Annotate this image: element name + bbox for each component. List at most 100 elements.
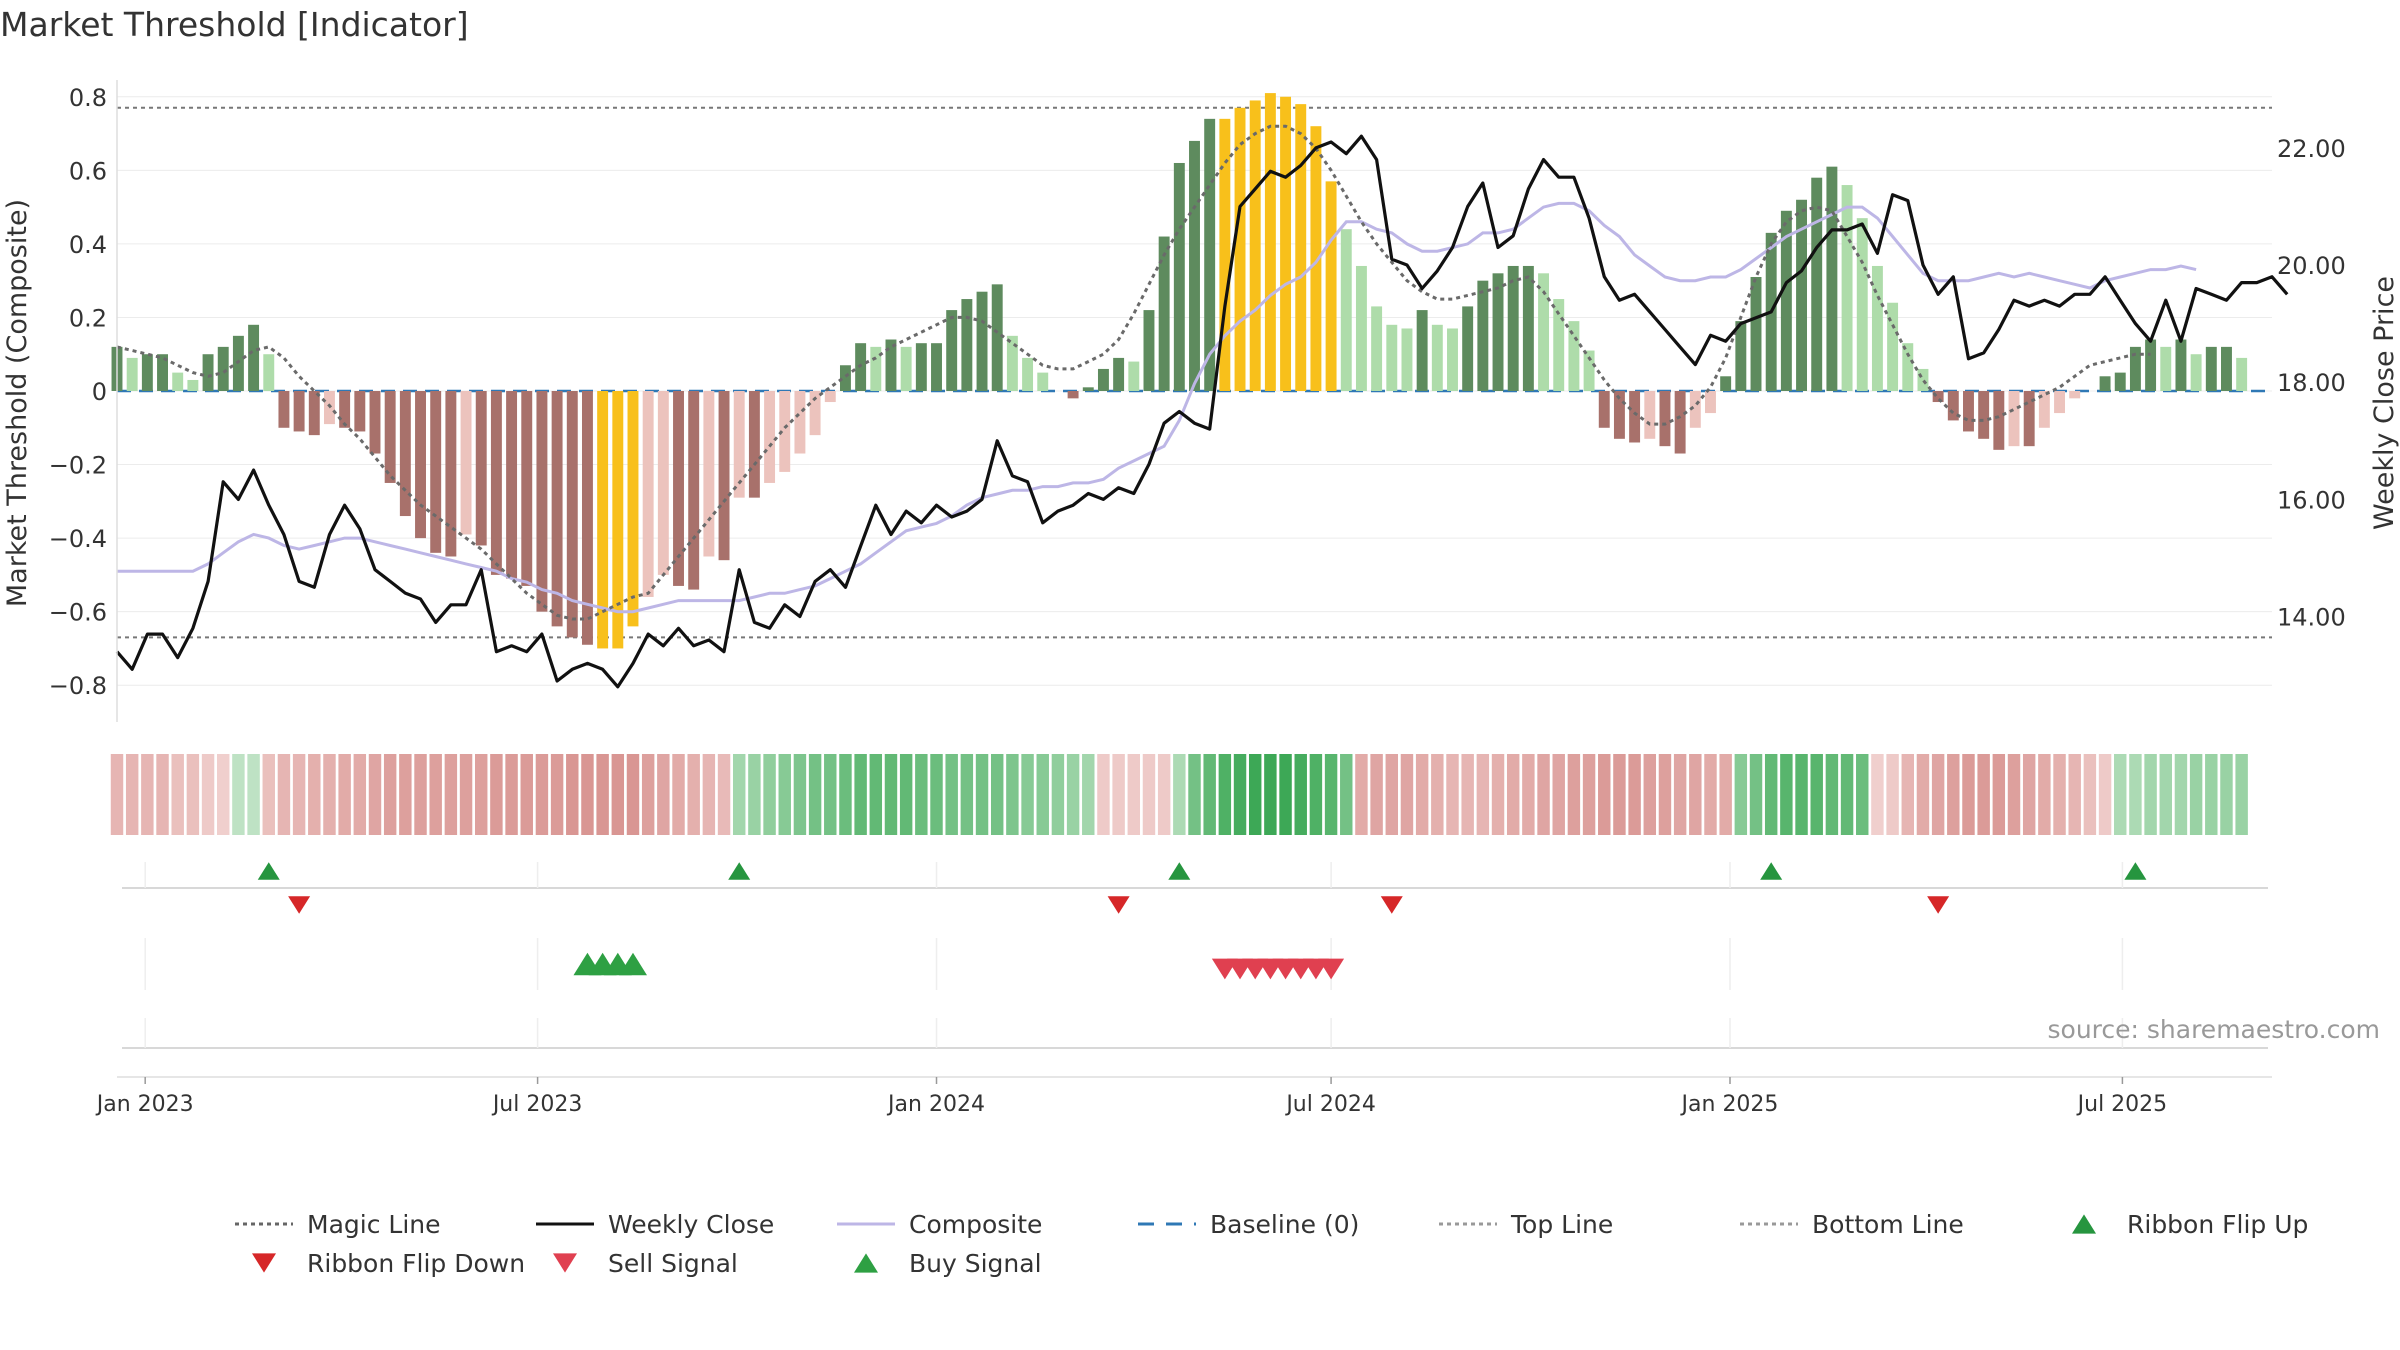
histogram-bar [1067,391,1079,399]
histogram-bar [1720,376,1732,391]
x-tick-label: Jan 2024 [886,1092,985,1117]
ribbon-cell [1962,754,1975,835]
histogram-bar [293,391,305,432]
ribbon-cell [2098,754,2112,835]
histogram-bar [612,391,624,649]
ribbon-cell [323,754,336,835]
ribbon-cell [550,754,564,835]
histogram-bar [1705,391,1716,414]
histogram-bar [703,391,715,557]
ribbon-cell [1764,754,1778,835]
histogram-bar [1674,391,1686,454]
ribbon-cell [2174,754,2188,835]
ribbon-cell [475,754,488,835]
histogram-bar [1811,177,1823,391]
ribbon-cell [414,754,427,835]
histogram-bar [946,310,958,391]
ribbon-cell [1537,754,1550,835]
ribbon-cell [1188,754,1201,835]
histogram-bar [172,372,184,391]
histogram-bar [2160,346,2172,391]
legend-label: Baseline (0) [1210,1210,1359,1239]
histogram-bar [1416,310,1428,391]
histogram-bar [157,354,168,391]
ribbon-cell [566,754,579,835]
ribbon-cell [1931,754,1945,835]
ribbon-cell [2083,754,2097,835]
histogram-bar [339,391,351,428]
ribbon-cell [1825,754,1839,835]
histogram-bar [369,391,381,454]
histogram-bar [597,391,609,649]
ribbon-cell [1522,754,1535,835]
ribbon-cell [1992,754,2006,835]
histogram-bar [1553,299,1565,391]
histogram-bar [202,354,214,391]
ribbon-cell [1552,754,1565,835]
histogram-bar [384,391,396,483]
weekly-close-line [115,134,2289,689]
ribbon-cell [217,754,230,835]
legend: Magic Line Weekly Close Composite Baseline … [235,1210,2308,1278]
histogram-bar [1538,273,1550,391]
histogram-bar [1963,391,1974,432]
ribbon-strip [110,754,2248,835]
histogram-bar [642,391,654,597]
histogram-bar [1340,229,1352,391]
ribbon-cell [702,754,716,835]
left-tick-label: 0.6 [69,157,107,185]
ribbon-cell [1279,754,1292,835]
composite-line [117,201,2197,614]
histogram-bar [399,391,411,517]
ribbon-cell [125,754,139,835]
ribbon-cell [490,754,503,835]
histogram-bar [1310,126,1322,391]
legend-swatch [553,1253,577,1273]
histogram-bar [354,391,366,432]
ribbon-cell [1977,754,1990,835]
legend-label: Composite [909,1210,1042,1239]
histogram-bar [1659,391,1671,447]
histogram-bar [1735,321,1747,391]
histogram-bar [1477,280,1489,391]
ribbon-cell [657,754,670,835]
histogram-bar [2023,391,2035,447]
ribbon-cell [1658,754,1672,835]
left-axis: 0.8 0.6 0.4 0.2 0 −0.2 −0.4 −0.6 −0.8 Market Thre… [2,80,118,722]
legend-label: Top Line [1510,1210,1613,1239]
ribbon-cell [717,754,731,835]
x-tick-label: Jan 2025 [1680,1092,1779,1117]
legend-label: Weekly Close [608,1210,774,1239]
histogram-bar [976,291,988,391]
x-tick-label: Jul 2025 [2076,1092,2168,1117]
ribbon-cell [808,754,822,835]
ribbon-cell [535,754,549,835]
ribbon-cell [824,754,837,835]
left-tick-label: 0.8 [69,84,107,112]
legend-label: Magic Line [307,1210,441,1239]
ribbon-cell [277,754,291,835]
histogram-bar [2175,339,2187,391]
ribbon-cell [626,754,640,835]
histogram-bar [1583,350,1595,391]
ribbon-cell [308,754,321,835]
histogram-bar [688,391,700,590]
ribbon-cell [990,754,1004,835]
ribbon-cell [687,754,700,835]
ribbon-cell [383,754,397,835]
ribbon-cell [1916,754,1930,835]
ribbon-cell [2235,754,2248,835]
ribbon-cell [1400,754,1414,835]
histogram-bar [2099,376,2111,391]
histogram-bar [1598,391,1610,428]
ribbon-cell [2129,754,2142,835]
legend-swatch [252,1253,276,1273]
ribbon-cell [596,754,609,835]
right-tick-label: 14.00 [2277,604,2346,632]
histogram-bar [506,391,518,579]
legend-swatch [2072,1214,2096,1234]
ribbon-cell [1689,754,1702,835]
histogram-bar [627,391,639,627]
histogram-bar [217,346,229,391]
ribbon-cell [1294,754,1307,835]
